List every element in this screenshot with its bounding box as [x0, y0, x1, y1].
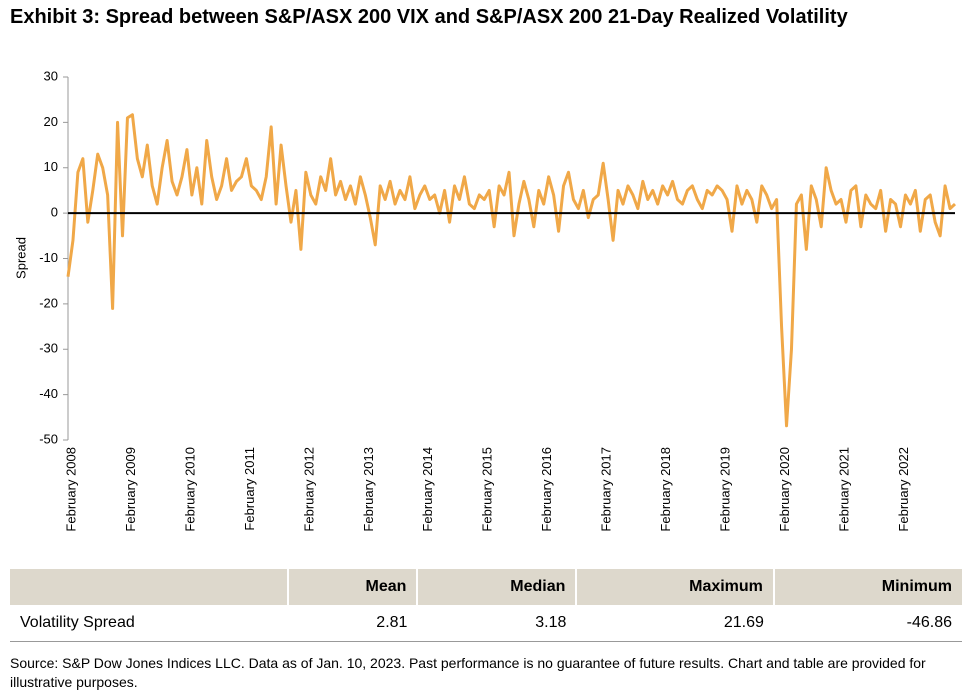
chart: Spread -50 -40 -30 -20 -10 0 10 20 30 February 20… — [13, 68, 957, 532]
x-tick-label: February 2022 — [896, 447, 911, 532]
source-note: Source: S&P Dow Jones Indices LLC. Data … — [10, 655, 926, 690]
x-tick-label: February 2020 — [777, 447, 792, 532]
header-cell: Minimum — [772, 569, 962, 605]
x-tick-label: February 2019 — [718, 447, 733, 532]
x-tick-label: February 2014 — [420, 447, 435, 532]
cell: 2.81 — [287, 605, 418, 642]
cell: 3.18 — [417, 605, 577, 642]
x-tick-label: February 2011 — [242, 447, 257, 531]
table-row: Volatility Spread 2.81 3.18 21.69 -46.86 — [10, 605, 962, 642]
y-tick-label: 0 — [51, 205, 58, 220]
y-tick-label: 30 — [44, 68, 58, 83]
y-tick-label: 10 — [44, 159, 58, 174]
header-cell: Maximum — [575, 569, 774, 605]
table-header: Mean Median Maximum Minimum — [10, 569, 962, 605]
y-axis-label: Spread — [13, 237, 28, 279]
y-tick-label: -10 — [39, 250, 58, 265]
x-tick-label: February 2021 — [836, 447, 851, 532]
chart-title: Exhibit 3: Spread between S&P/ASX 200 VI… — [10, 6, 848, 28]
row-label: Volatility Spread — [10, 605, 288, 642]
x-tick-label: February 2008 — [63, 447, 78, 532]
stats-table: Mean Median Maximum Minimum Volatility S… — [10, 569, 962, 642]
y-tick-label: 20 — [44, 114, 58, 129]
x-tick-label: February 2017 — [599, 447, 614, 532]
x-tick-label: February 2015 — [480, 447, 495, 532]
x-tick-label: February 2016 — [539, 447, 554, 532]
x-tick-label: February 2018 — [658, 447, 673, 532]
y-tick-label: -50 — [39, 431, 58, 446]
cell: -46.86 — [773, 605, 962, 642]
y-tick-label: -40 — [39, 386, 58, 401]
y-tick-label: -20 — [39, 295, 58, 310]
header-cell — [10, 569, 288, 605]
y-tick-label: -30 — [39, 341, 58, 356]
x-tick-label: February 2013 — [361, 447, 376, 532]
data-line — [66, 113, 957, 428]
x-tick-label: February 2012 — [301, 447, 316, 532]
cell: 21.69 — [576, 605, 774, 642]
header-cell: Median — [416, 569, 577, 605]
x-tick-label: February 2009 — [123, 447, 138, 532]
header-cell: Mean — [286, 569, 418, 605]
x-tick-label: February 2010 — [182, 447, 197, 532]
